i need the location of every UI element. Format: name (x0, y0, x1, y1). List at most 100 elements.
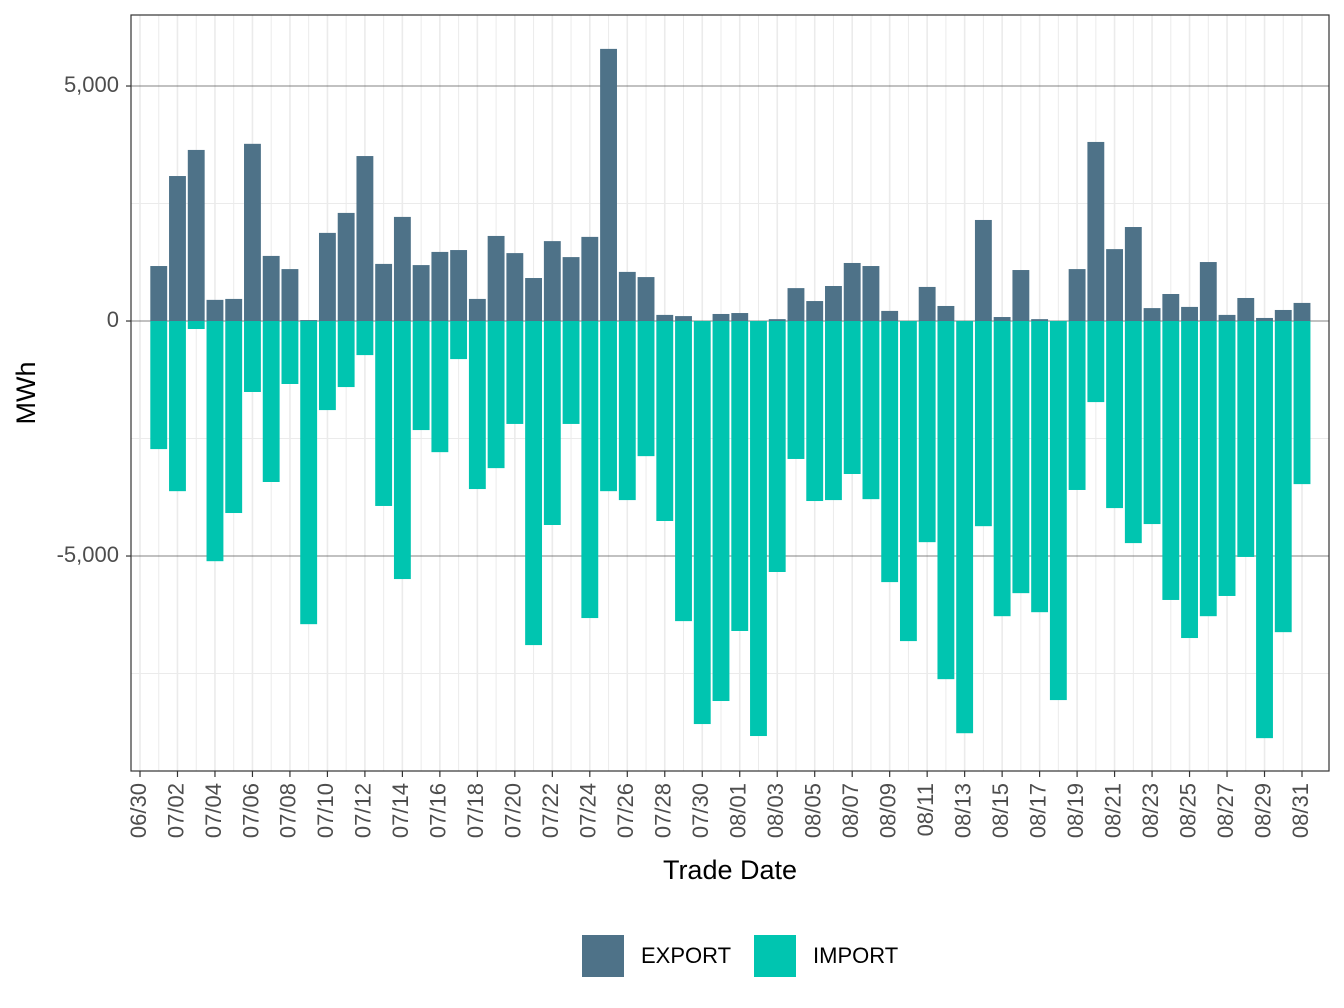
legend-swatch (754, 935, 796, 977)
bar (693, 321, 711, 725)
bar (281, 321, 299, 384)
bar (768, 319, 786, 322)
x-tick-label: 07/08 (276, 783, 301, 838)
bar (1293, 302, 1311, 322)
bar (618, 321, 636, 501)
x-tick-label: 08/31 (1288, 783, 1313, 838)
bar (581, 236, 599, 322)
bar (506, 253, 524, 322)
bar (262, 255, 280, 322)
x-tick-label: 08/01 (726, 783, 751, 838)
bar (562, 257, 580, 322)
bar (637, 277, 655, 322)
x-tick-label: 06/30 (126, 783, 151, 838)
bar (244, 143, 261, 322)
bar (356, 156, 374, 322)
x-tick-label: 08/15 (988, 783, 1013, 838)
bar (1106, 321, 1124, 509)
bar (1256, 317, 1273, 322)
legend-label: EXPORT (641, 943, 731, 968)
bar (300, 321, 318, 625)
bar (244, 321, 261, 392)
x-tick-label: 08/27 (1213, 783, 1238, 838)
x-tick-label: 08/19 (1063, 783, 1088, 838)
bar (525, 321, 543, 646)
bar (487, 235, 505, 322)
x-tick-label: 07/30 (688, 783, 713, 838)
x-tick-label: 08/09 (875, 783, 900, 838)
bar (1143, 321, 1161, 525)
x-tick-label: 08/21 (1100, 783, 1125, 838)
bar (262, 321, 280, 482)
bar (393, 321, 411, 580)
bar (956, 321, 974, 734)
bar (656, 321, 674, 522)
bar (618, 271, 636, 322)
bar (412, 265, 430, 322)
x-tick-label: 07/02 (163, 783, 188, 838)
bar (1049, 321, 1067, 701)
bar (1293, 321, 1311, 485)
legend-swatch (582, 935, 624, 977)
bar (375, 321, 393, 506)
bar (375, 263, 393, 322)
bar (825, 286, 842, 322)
bar (1031, 321, 1049, 613)
x-tick-label: 07/16 (426, 783, 451, 838)
bar (450, 321, 468, 360)
x-tick-label: 08/03 (763, 783, 788, 838)
x-tick-label: 07/24 (576, 783, 601, 838)
bar (468, 321, 486, 490)
bar (169, 321, 186, 492)
bar (881, 321, 899, 583)
x-tick-label: 07/26 (613, 783, 638, 838)
bar (225, 298, 243, 322)
bar (150, 321, 168, 450)
x-tick-label: 08/05 (801, 783, 826, 838)
bar (468, 298, 486, 322)
bar (1068, 269, 1086, 322)
bar (300, 320, 318, 322)
bar (937, 305, 955, 322)
x-tick-label: 08/11 (913, 783, 938, 836)
x-tick-label: 07/18 (463, 783, 488, 838)
bar (187, 149, 205, 322)
bar (1274, 321, 1292, 633)
bar (600, 48, 617, 322)
x-tick-label: 07/28 (651, 783, 676, 838)
bar (974, 219, 992, 322)
bar (1068, 321, 1086, 490)
bar (768, 321, 786, 573)
bar (318, 232, 336, 322)
y-tick-label: 5,000 (64, 72, 119, 97)
bar (1124, 321, 1142, 544)
bar (993, 317, 1011, 322)
bar (1274, 309, 1292, 322)
bar (675, 321, 692, 622)
bar (862, 266, 880, 322)
bar (675, 316, 692, 322)
x-axis-title: Trade Date (663, 855, 797, 885)
bar (281, 269, 299, 322)
bar (1162, 293, 1180, 322)
bar (918, 321, 936, 543)
x-tick-label: 07/12 (351, 783, 376, 838)
x-tick-label: 07/20 (501, 783, 526, 838)
bar (1106, 249, 1124, 322)
bar (806, 321, 824, 502)
legend-label: IMPORT (813, 943, 898, 968)
y-tick-label: -5,000 (57, 542, 119, 567)
bar (581, 321, 599, 619)
bar (506, 321, 524, 424)
bar (225, 321, 243, 514)
bar (187, 321, 205, 330)
y-tick-label: 0 (107, 307, 119, 332)
bar (1012, 321, 1030, 594)
bar (1181, 321, 1198, 639)
bar (1256, 321, 1273, 739)
bar (1218, 321, 1236, 596)
x-tick-label: 08/07 (838, 783, 863, 838)
bar (543, 241, 561, 322)
bar (974, 321, 992, 527)
